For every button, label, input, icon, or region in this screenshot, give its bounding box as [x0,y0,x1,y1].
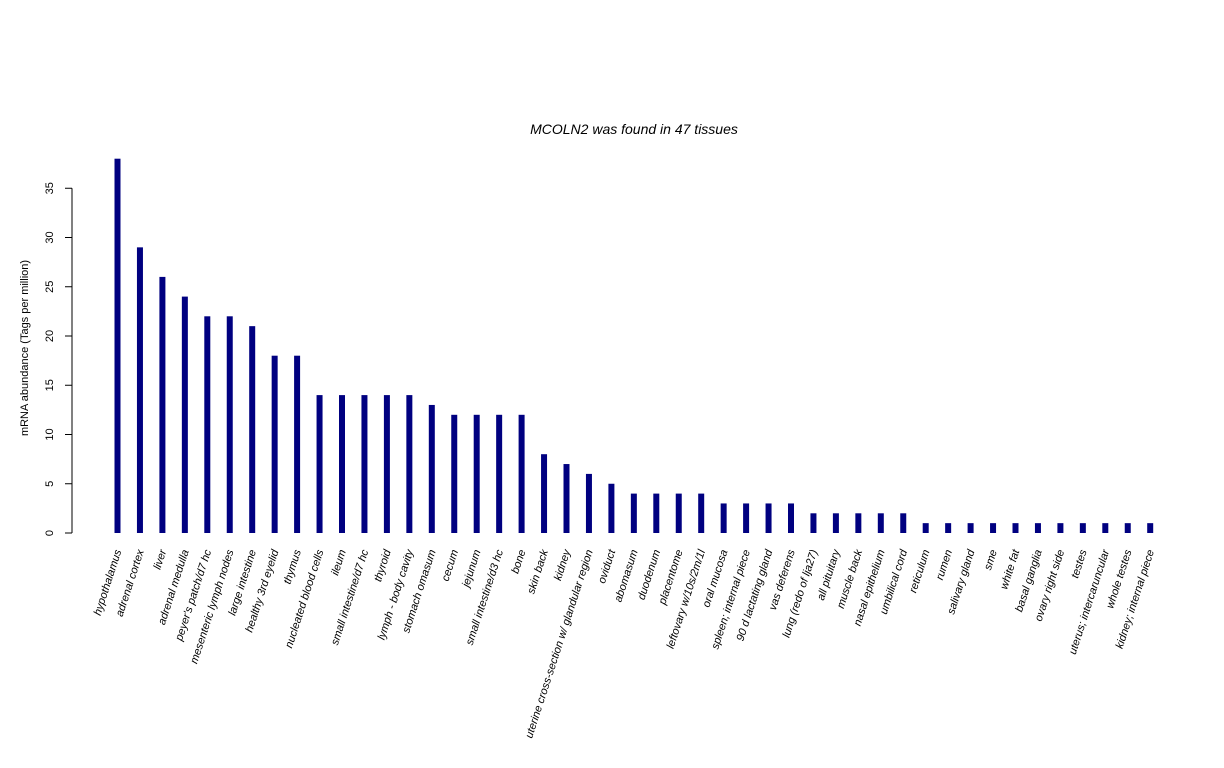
bar [496,414,503,533]
bar [136,247,143,533]
bar [316,395,323,533]
bar [181,296,188,533]
bar [900,513,907,533]
bar [877,513,884,533]
bar [698,493,705,533]
bar [518,414,525,533]
bar [361,395,368,533]
bar [1102,523,1109,533]
bar [608,483,615,533]
bar [1034,523,1041,533]
bar [473,414,480,533]
bar [653,493,660,533]
bar [675,493,682,533]
bar [720,503,727,533]
chart-title: MCOLN2 was found in 47 tissues [530,121,738,137]
x-category-label: cecum [440,548,461,583]
x-category-label: white fat [998,547,1022,591]
x-category-label: jejunum [460,548,484,590]
y-axis: 0 5 10 15 20 25 30 35 [44,182,73,536]
bar [1057,523,1064,533]
y-tick-label: 5 [44,481,56,487]
x-category-label: ileum [329,548,349,577]
y-tick-label: 20 [44,330,56,342]
bar [226,316,233,533]
bar [428,404,435,533]
x-category-label: thyroid [372,547,394,583]
bar [1012,523,1019,533]
x-category-label: bone [509,548,528,575]
bar [585,473,592,533]
bars-group [114,158,1154,533]
y-tick-label: 30 [44,231,56,243]
bar [1147,523,1154,533]
bar [945,523,952,533]
y-tick-label: 10 [44,428,56,440]
bar [451,414,458,533]
bar [249,326,256,533]
y-tick-label: 35 [44,182,56,194]
x-category-label: liver [152,547,170,571]
x-category-label: testes [1069,548,1090,580]
bar [339,395,345,533]
bar [383,395,390,533]
x-category-label: sme [982,548,1000,571]
bar [855,513,862,533]
x-category-label: reticulum [907,548,932,594]
y-tick-label: 25 [44,281,56,293]
bar [541,454,548,533]
bar [743,503,750,533]
y-tick-label: 15 [44,379,56,391]
x-category-label: skin back [525,548,551,596]
bar [922,523,929,533]
bar [990,523,997,533]
bar [832,513,839,533]
y-axis-label: mRNA abundance (Tags per million) [19,260,31,436]
bar [271,355,278,533]
x-category-label: thymus [282,548,305,586]
bar [810,513,817,533]
bar [788,503,794,533]
x-category-label: oviduct [596,547,618,585]
bar [204,316,211,533]
x-category-label: rumen [934,548,955,581]
bar [294,355,301,533]
bar [765,503,772,533]
bar [630,493,637,533]
bar [159,276,166,533]
y-tick-label: 0 [44,530,56,536]
bar [406,395,413,533]
bar [563,464,570,533]
bar [1079,523,1086,533]
x-category-label: kidney [552,547,574,582]
bar [1124,523,1131,533]
bar [114,158,121,533]
bar [967,523,974,533]
